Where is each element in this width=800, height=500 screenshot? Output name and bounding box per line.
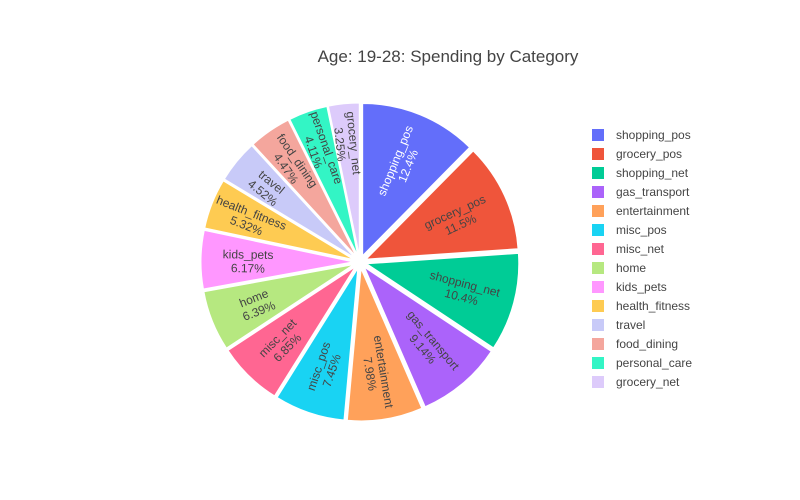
legend-item-shopping-pos[interactable]: shopping_pos	[592, 128, 691, 142]
pie-slice-kids-pets[interactable]	[200, 229, 354, 290]
legend-swatch	[592, 129, 604, 141]
legend-swatch	[592, 205, 604, 217]
legend-swatch	[592, 300, 604, 312]
legend-label: home	[616, 261, 646, 275]
slice-label-kids-pets: kids_pets6.17%	[222, 247, 273, 276]
legend-swatch	[592, 357, 604, 369]
pie-slice-grocery-pos[interactable]	[365, 150, 519, 260]
legend-swatch	[592, 224, 604, 236]
pie-slice-food-dining[interactable]	[252, 119, 357, 257]
legend-label: entertainment	[616, 204, 690, 218]
legend-item-home[interactable]: home	[592, 261, 646, 275]
legend-label: travel	[616, 318, 645, 332]
legend-label: food_dining	[616, 337, 678, 351]
legend-item-health-fitness[interactable]: health_fitness	[592, 299, 690, 313]
pie-slice-misc-net[interactable]	[227, 266, 356, 397]
pie-slice-misc-pos[interactable]	[276, 268, 359, 421]
legend-label: shopping_net	[616, 166, 689, 180]
legend-item-shopping-net[interactable]: shopping_net	[592, 166, 689, 180]
legend-item-kids-pets[interactable]: kids_pets	[592, 280, 667, 294]
legend-label: health_fitness	[616, 299, 690, 313]
legend-item-food-dining[interactable]: food_dining	[592, 337, 678, 351]
legend-label: misc_pos	[616, 223, 667, 237]
legend-label: misc_net	[616, 242, 665, 256]
legend-label: gas_transport	[616, 185, 690, 199]
legend-swatch	[592, 186, 604, 198]
legend-label: personal_care	[616, 356, 692, 370]
legend-swatch	[592, 319, 604, 331]
legend-item-travel[interactable]: travel	[592, 318, 645, 332]
legend-item-misc-net[interactable]: misc_net	[592, 242, 665, 256]
legend-swatch	[592, 338, 604, 350]
pie-slices	[200, 102, 520, 422]
legend-label: kids_pets	[616, 280, 667, 294]
legend-item-gas-transport[interactable]: gas_transport	[592, 185, 690, 199]
legend-label: shopping_pos	[616, 128, 691, 142]
chart-title: Age: 19-28: Spending by Category	[318, 47, 579, 66]
pie-slice-shopping-net[interactable]	[365, 252, 520, 349]
legend-item-entertainment[interactable]: entertainment	[592, 204, 690, 218]
legend-label: grocery_net	[616, 375, 680, 389]
legend-swatch	[592, 148, 604, 160]
legend-item-personal-care[interactable]: personal_care	[592, 356, 692, 370]
pie-slice-shopping-pos[interactable]	[362, 103, 471, 257]
pie-slice-grocery-net[interactable]	[327, 102, 360, 256]
legend-swatch	[592, 262, 604, 274]
legend: shopping_pos grocery_pos shopping_net gas_t…	[592, 128, 692, 389]
slice-label-grocery-net: grocery_net3.25%	[330, 111, 364, 178]
legend-item-grocery-net[interactable]: grocery_net	[592, 375, 680, 389]
legend-swatch	[592, 167, 604, 179]
legend-label: grocery_pos	[616, 147, 682, 161]
legend-swatch	[592, 281, 604, 293]
pie-slice-home[interactable]	[203, 264, 354, 349]
legend-item-misc-pos[interactable]: misc_pos	[592, 223, 667, 237]
legend-swatch	[592, 376, 604, 388]
pie-slice-travel[interactable]	[223, 144, 355, 258]
pie-slice-health-fitness[interactable]	[204, 180, 354, 260]
legend-swatch	[592, 243, 604, 255]
legend-item-grocery-pos[interactable]: grocery_pos	[592, 147, 682, 161]
pie-slice-personal-care[interactable]	[289, 105, 359, 256]
pie-slice-gas-transport[interactable]	[363, 266, 492, 408]
pie-slice-entertainment[interactable]	[346, 268, 423, 422]
